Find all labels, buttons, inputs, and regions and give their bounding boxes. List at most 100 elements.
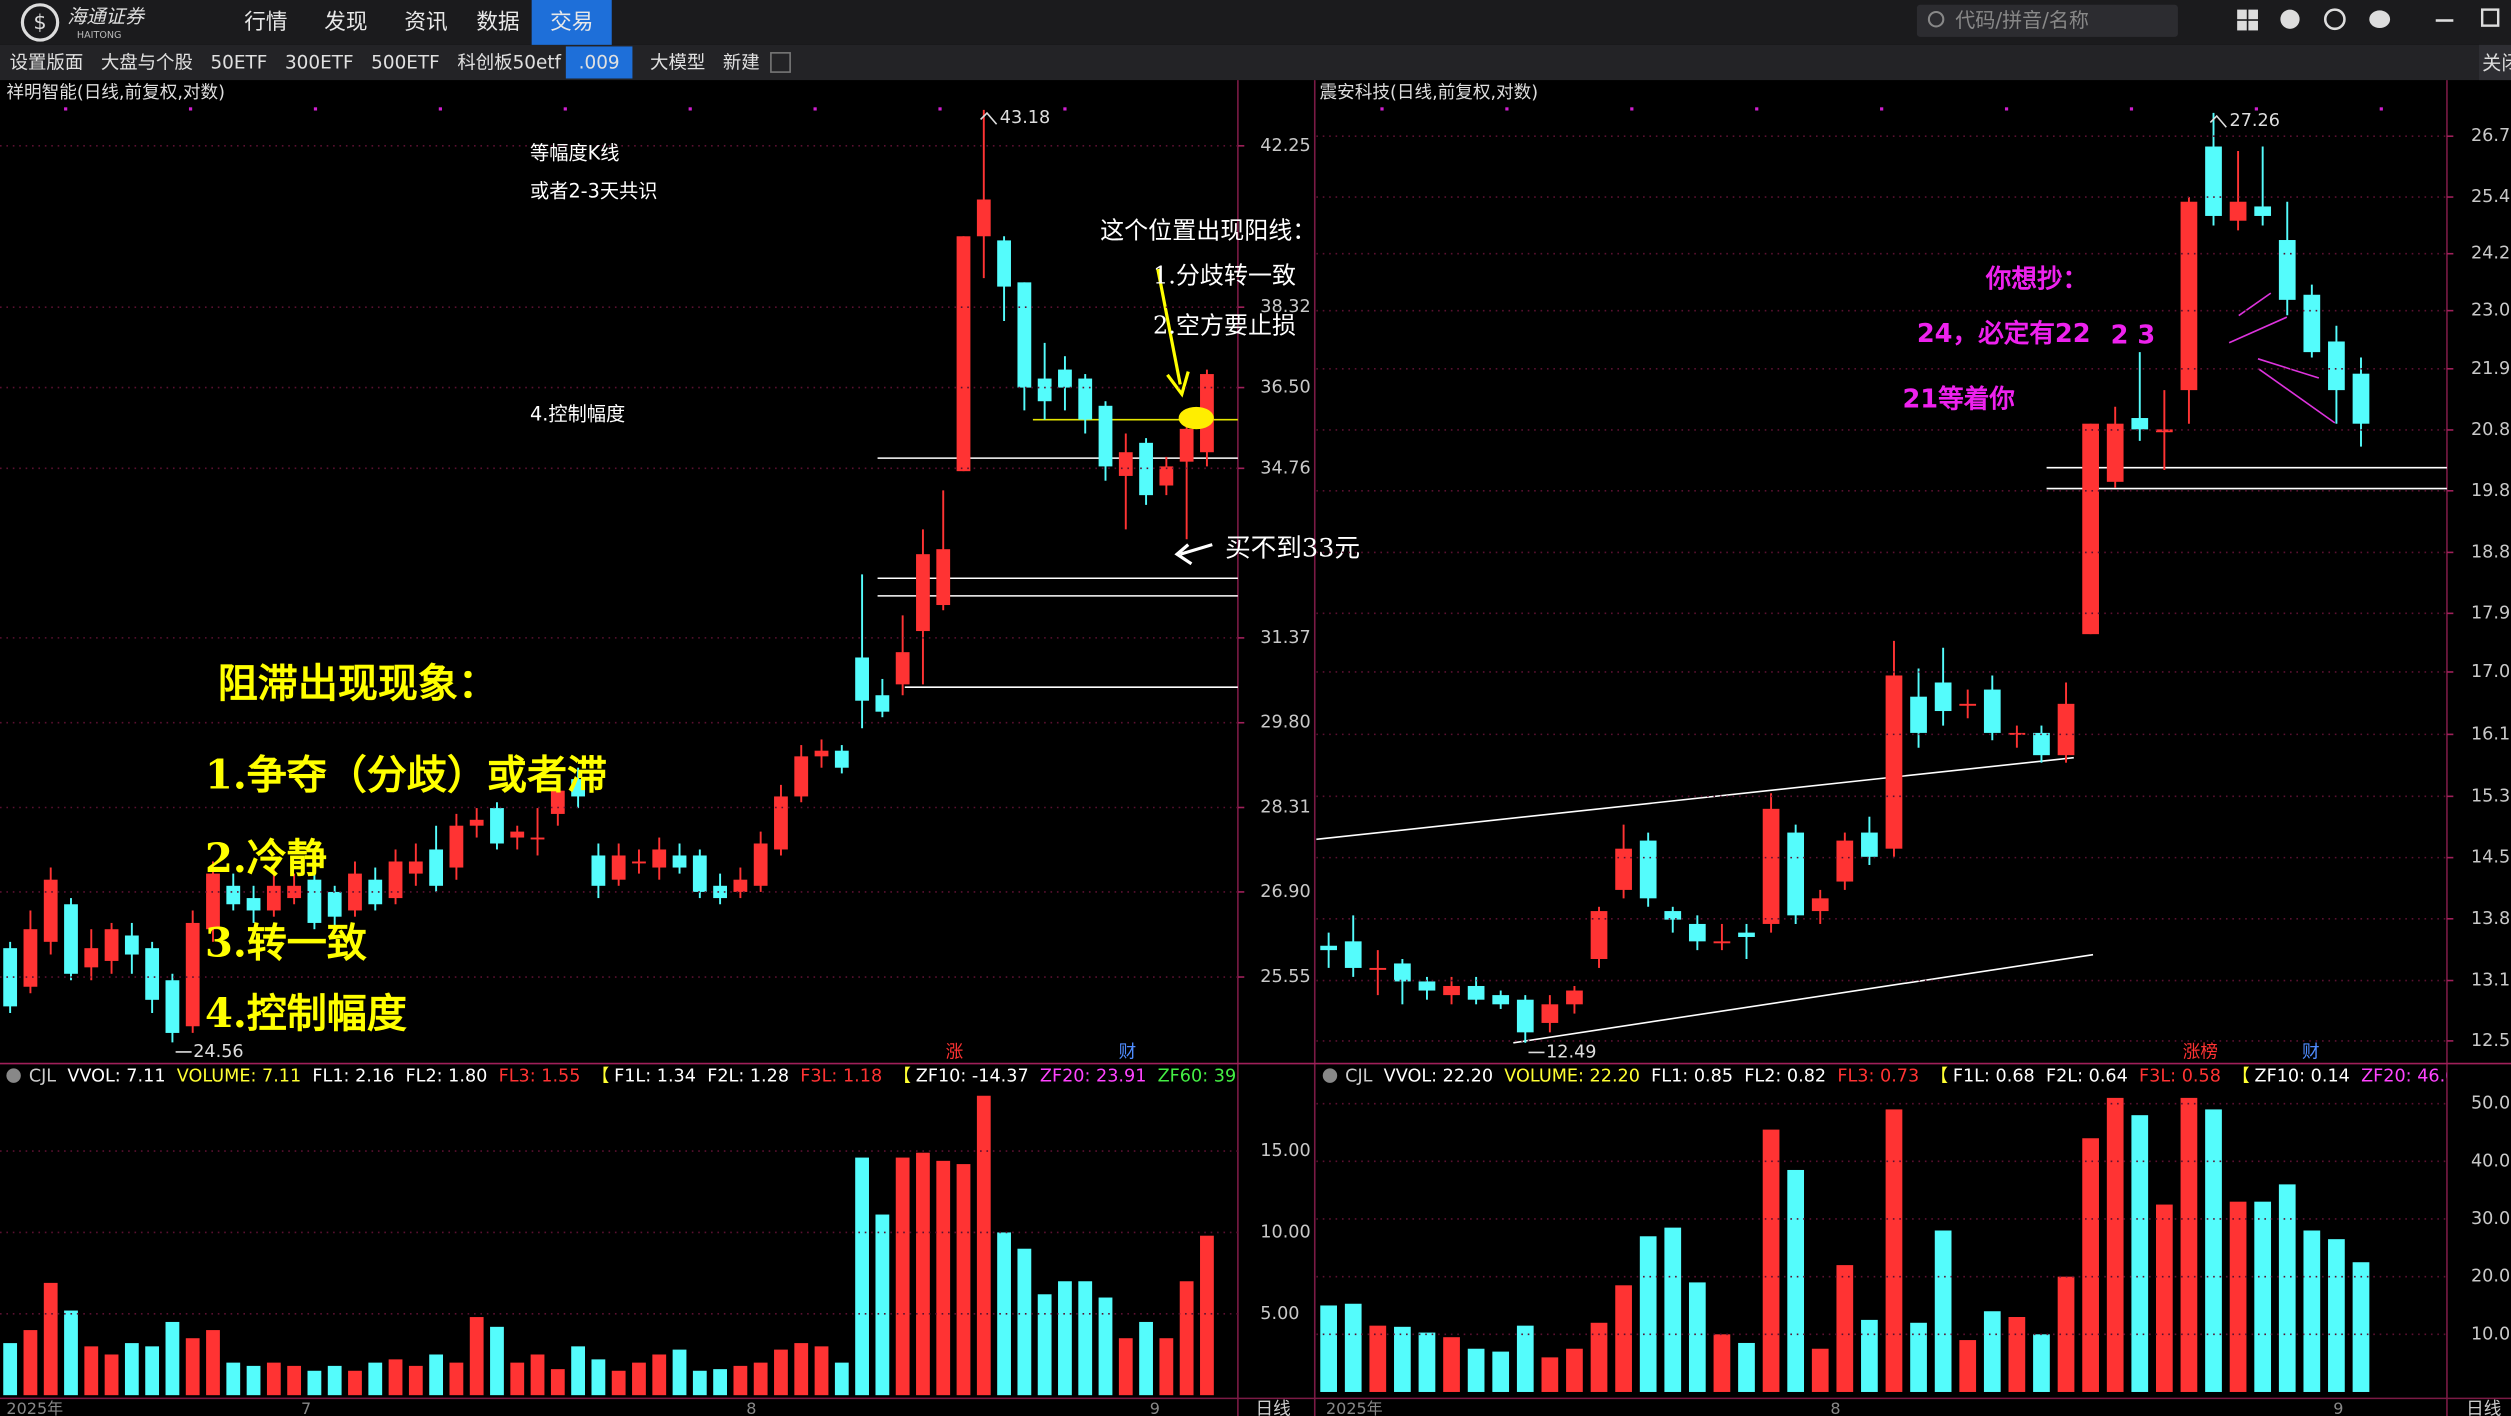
annotation: 3.转一致 (205, 920, 367, 967)
indicator-value: VVOL: 22.20 (1384, 1066, 1493, 1086)
price-tick-label: 28.31 (1260, 797, 1310, 817)
candle-body (449, 825, 464, 868)
event-tag[interactable]: 财 (2302, 1042, 2320, 1062)
search-box[interactable] (1916, 4, 2178, 37)
minimize[interactable] (2435, 19, 2454, 22)
apps-icon[interactable] (2248, 9, 2258, 20)
panel: 43.18 24.56 CJL VVOL: 7.11 VOLUME: 7.11 FL1: … (3, 107, 1238, 1416)
candle-body (1037, 378, 1052, 402)
annotation: 买不到33元 (1225, 533, 1360, 563)
price-tick-label: 29.80 (1260, 713, 1310, 733)
volume-bar (1910, 1322, 1927, 1392)
trend-line (1513, 953, 2094, 1044)
apps-icon[interactable] (2237, 20, 2247, 31)
volume-bar (1615, 1285, 1632, 1392)
volume-bar (1885, 1109, 1903, 1392)
volume-bar (23, 1330, 38, 1396)
event-tag[interactable]: 涨 (946, 1042, 964, 1062)
indicator-value: FL1: 2.16 (312, 1066, 394, 1086)
volume-bar (1098, 1297, 1113, 1396)
toolbar-tab[interactable]: 大模型 (650, 52, 705, 73)
maximize[interactable] (2480, 8, 2500, 27)
candle-body (591, 855, 606, 886)
annotation: 2.冷静 (205, 835, 327, 882)
event-tag[interactable]: 涨榜 (2183, 1042, 2218, 1062)
nav-item[interactable]: 发现 (324, 10, 367, 35)
volume-bar (834, 1362, 849, 1396)
price-tick-label: 25.55 (1260, 967, 1310, 987)
marker-dot (2254, 107, 2258, 111)
toolbar-tab[interactable]: .009 (579, 52, 620, 73)
toolbar-tab[interactable]: 300ETF (285, 52, 354, 73)
toolbar-tab[interactable]: 新建 (723, 52, 760, 73)
volume-bar (104, 1354, 119, 1396)
candle-body (834, 750, 849, 768)
apps-icon[interactable] (2248, 20, 2258, 31)
marker-dot (1063, 107, 1067, 111)
candle-body (774, 796, 788, 850)
date-label: 9 (1150, 1399, 1160, 1416)
toolbar-tab[interactable]: 大盘与个股 (101, 52, 193, 73)
close-tab[interactable] (2478, 44, 2511, 81)
logo-icon (20, 3, 60, 42)
toolbar (0, 44, 2511, 81)
candle-body (692, 855, 707, 892)
price-tick-label: 14.59 (2471, 848, 2511, 868)
annotation: 你想抄： (1985, 264, 2088, 294)
nav-item[interactable]: 资讯 (404, 10, 447, 35)
nav-item[interactable]: 交易 (550, 10, 593, 35)
price-tick-label: 26.90 (1260, 882, 1310, 902)
candle-body (2180, 201, 2198, 391)
volume-bar (1861, 1319, 1878, 1392)
candle-body (2057, 703, 2075, 756)
panel-title: 震安科技(日线,前复权,对数) (1320, 83, 1539, 103)
add-tab[interactable] (770, 52, 791, 73)
marker-dot (563, 107, 567, 111)
settings-icon[interactable] (2280, 9, 2300, 29)
volume-bar (530, 1354, 545, 1396)
volume-bar (1058, 1281, 1072, 1396)
marker-dot (438, 107, 442, 111)
chat-icon[interactable] (2369, 10, 2391, 29)
toolbar-tab[interactable]: 设置版面 (10, 52, 84, 73)
candle-body (1394, 963, 1411, 982)
price-tick-label: 17.05 (2471, 662, 2511, 682)
volume-bar (672, 1349, 687, 1396)
globe-icon[interactable] (2323, 8, 2346, 31)
close-label[interactable]: 关闭 (2482, 52, 2511, 75)
event-tag[interactable]: 财 (1119, 1042, 1137, 1062)
low-label: 24.56 (193, 1042, 243, 1062)
volume-bar (2082, 1138, 2099, 1392)
nav-item[interactable]: 数据 (476, 10, 519, 35)
apps-icon[interactable] (2237, 9, 2247, 20)
volume-tick-label: 40.00 (2471, 1151, 2511, 1171)
logo-text: 海通证券 (67, 5, 146, 28)
volume-bar (2352, 1262, 2370, 1392)
marker-dot (1880, 107, 1884, 111)
candle-body (895, 652, 910, 685)
volume-bar (1934, 1230, 1952, 1392)
volume-bar (2106, 1097, 2124, 1392)
volume-bar (165, 1321, 180, 1396)
candle-body (753, 843, 768, 886)
candle-body (956, 236, 971, 472)
price-tick-label: 34.76 (1260, 458, 1310, 478)
volume-bar (936, 1160, 951, 1396)
volume-bar (510, 1362, 525, 1396)
volume-bar (2033, 1334, 2050, 1392)
arrow (2257, 367, 2336, 424)
nav-item[interactable]: 行情 (244, 10, 287, 35)
candle-body (1541, 1004, 1559, 1023)
toolbar-tab[interactable]: 科创板50etf (457, 52, 561, 73)
volume-bar (1418, 1332, 1436, 1392)
candle-body (64, 904, 78, 974)
toolbar-tab[interactable]: 500ETF (371, 52, 440, 73)
volume-bar (2180, 1097, 2198, 1392)
indicator-toggle[interactable] (6, 1068, 21, 1083)
indicator-toggle[interactable] (1322, 1068, 1338, 1083)
candle-body (104, 929, 119, 961)
indicator-value: 【 (1930, 1066, 1948, 1086)
volume-bar (307, 1370, 322, 1396)
toolbar-tab[interactable]: 50ETF (210, 52, 267, 73)
